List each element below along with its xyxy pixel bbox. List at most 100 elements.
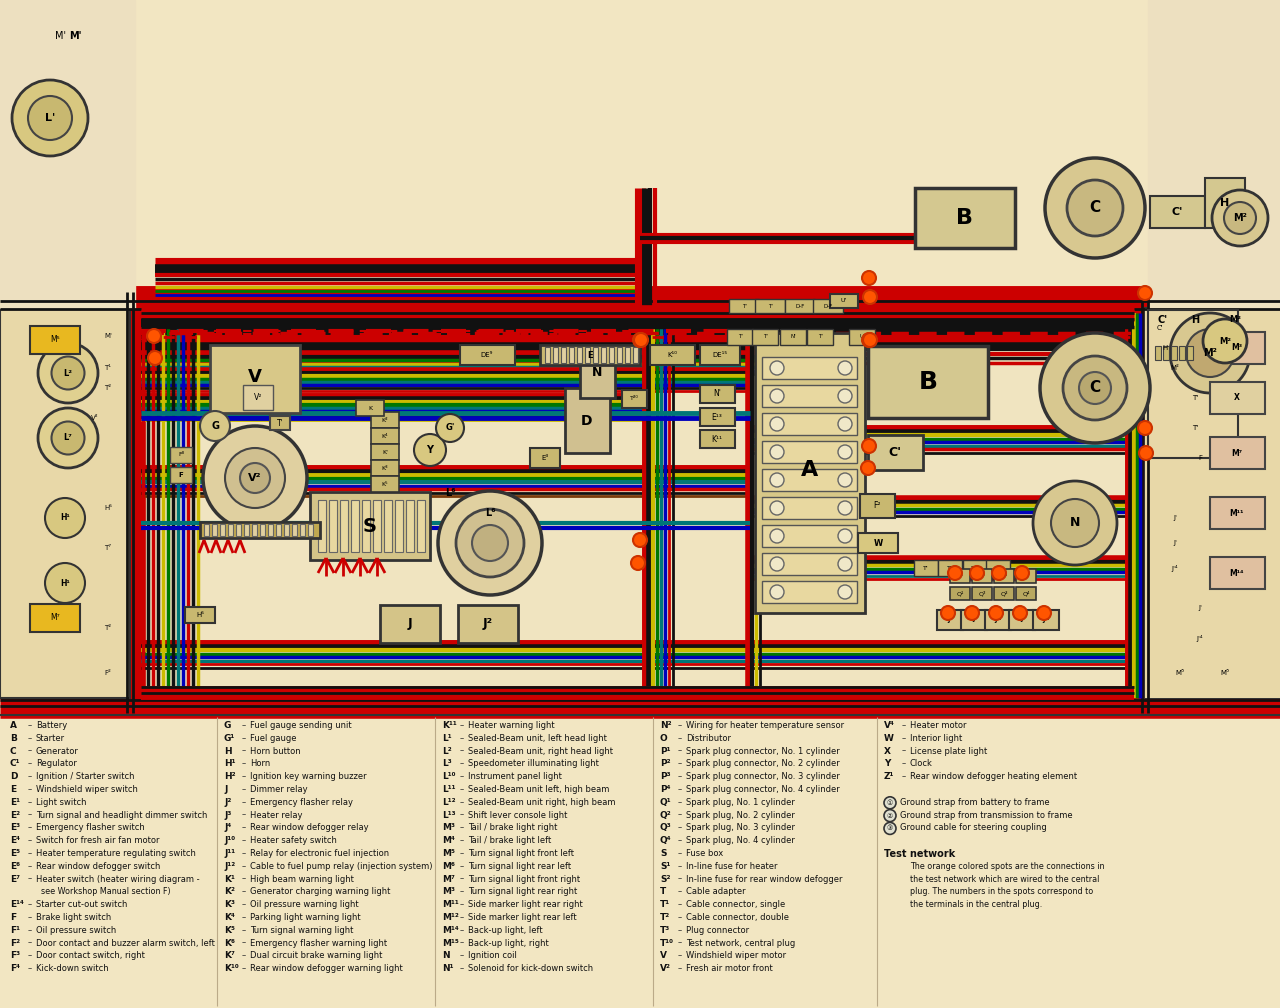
Bar (1149, 196, 1204, 228)
Text: E³: E³ (10, 824, 20, 833)
Text: Cable to fuel pump relay (injection system): Cable to fuel pump relay (injection syst… (250, 862, 433, 871)
Bar (755, 333, 865, 613)
Text: Rear window defogger relay: Rear window defogger relay (250, 824, 369, 833)
Bar (1146, 308, 1280, 698)
Circle shape (838, 417, 852, 431)
Text: –: – (678, 810, 682, 820)
Text: Spark plug connector, No. 4 cylinder: Spark plug connector, No. 4 cylinder (686, 785, 840, 794)
Bar (780, 329, 806, 345)
Text: Fresh air motor front: Fresh air motor front (686, 965, 773, 973)
Bar (545, 347, 550, 363)
Bar (356, 400, 384, 416)
Bar (762, 497, 858, 519)
Bar (753, 329, 778, 345)
Bar (380, 605, 440, 643)
Text: Parking light warning light: Parking light warning light (250, 913, 361, 922)
Text: –: – (678, 785, 682, 794)
Bar (1204, 178, 1245, 228)
Bar (700, 430, 735, 448)
Text: Y: Y (426, 445, 434, 455)
Circle shape (1079, 372, 1111, 404)
Text: –: – (460, 810, 465, 820)
Text: –: – (460, 772, 465, 781)
Text: Spark plug, No. 4 cylinder: Spark plug, No. 4 cylinder (686, 837, 795, 845)
Bar (858, 533, 899, 553)
Circle shape (51, 421, 84, 455)
Text: Tail / brake light right: Tail / brake light right (468, 824, 557, 833)
Bar (813, 299, 844, 313)
Text: J⁴: J⁴ (224, 824, 232, 833)
Circle shape (861, 333, 876, 347)
Circle shape (989, 606, 1004, 620)
Text: –: – (678, 759, 682, 768)
Text: –: – (460, 785, 465, 794)
Text: –: – (28, 938, 32, 948)
Text: –: – (28, 965, 32, 973)
Circle shape (884, 809, 896, 822)
Bar (210, 345, 300, 413)
Text: E: E (10, 785, 17, 794)
Bar (417, 500, 425, 552)
Bar (329, 500, 337, 552)
Text: Q²: Q² (660, 810, 672, 820)
Text: –: – (678, 797, 682, 806)
Text: J': J' (1172, 540, 1176, 546)
Circle shape (1138, 421, 1152, 435)
Text: T': T' (768, 303, 772, 308)
Text: ①: ① (887, 799, 893, 805)
Text: the terminals in the central plug.: the terminals in the central plug. (910, 900, 1042, 909)
Text: –: – (242, 925, 246, 934)
Text: A: A (10, 721, 17, 730)
Bar (730, 299, 759, 313)
Text: L³: L³ (442, 759, 452, 768)
Text: DE⁹: DE⁹ (481, 352, 493, 358)
Text: –: – (460, 925, 465, 934)
Circle shape (1033, 481, 1117, 565)
Text: K⁶: K⁶ (224, 938, 236, 948)
Text: T': T' (947, 565, 952, 571)
Text: H¹: H¹ (224, 759, 236, 768)
Circle shape (12, 80, 88, 156)
Text: Ground strap from battery to frame: Ground strap from battery to frame (900, 797, 1050, 806)
Text: G: G (224, 721, 232, 730)
Bar (310, 492, 430, 560)
Text: Side marker light rear right: Side marker light rear right (468, 900, 582, 909)
Text: –: – (902, 734, 906, 743)
Bar (617, 347, 622, 363)
Text: Ground strap from transmission to frame: Ground strap from transmission to frame (900, 810, 1073, 820)
Text: –: – (678, 900, 682, 909)
Text: V⁴: V⁴ (884, 721, 895, 730)
Text: –: – (460, 849, 465, 858)
Circle shape (1187, 329, 1234, 377)
Text: Back-up light, left: Back-up light, left (468, 925, 543, 934)
Bar (1164, 346, 1169, 360)
Text: D-F: D-F (795, 303, 805, 308)
Text: M⁷: M⁷ (1231, 449, 1243, 458)
Circle shape (863, 290, 877, 304)
Text: T': T' (995, 565, 1001, 571)
Bar (1148, 0, 1280, 308)
Text: M⁴: M⁴ (442, 837, 454, 845)
Text: K¹⁰: K¹⁰ (224, 965, 239, 973)
Text: X: X (1234, 393, 1240, 402)
Text: H¹: H¹ (60, 513, 70, 522)
Text: F²: F² (105, 670, 111, 676)
Text: M²: M² (1171, 365, 1179, 371)
Text: Spark plug connector, No. 3 cylinder: Spark plug connector, No. 3 cylinder (686, 772, 840, 781)
Bar (252, 524, 257, 536)
Text: –: – (460, 952, 465, 961)
Text: M¹¹: M¹¹ (1230, 508, 1244, 517)
Text: Turn signal light front right: Turn signal light front right (468, 875, 580, 884)
Text: J': J' (1172, 515, 1176, 521)
Text: N: N (442, 952, 449, 961)
Text: M¹⁴: M¹⁴ (1230, 569, 1244, 578)
Bar (1016, 569, 1036, 583)
Text: N¹: N¹ (442, 965, 453, 973)
Text: L⁶: L⁶ (444, 488, 456, 498)
Text: Test network: Test network (884, 849, 955, 859)
Text: –: – (242, 734, 246, 743)
Text: S: S (660, 849, 667, 858)
Bar (1210, 437, 1265, 469)
Circle shape (225, 448, 285, 508)
Text: L⁷: L⁷ (64, 433, 73, 443)
